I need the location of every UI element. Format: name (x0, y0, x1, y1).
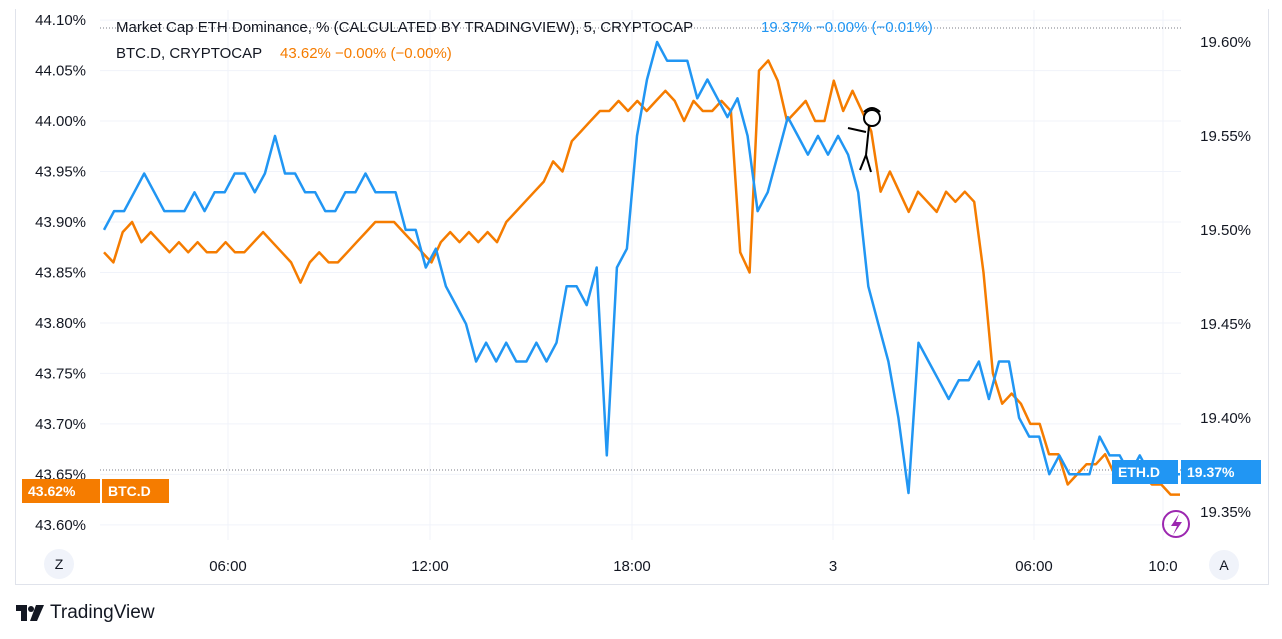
eth-price-badge: 19.37% (1181, 460, 1261, 484)
series-line-btc-d[interactable] (103, 59, 1180, 496)
btc-price-badge: 43.62% (22, 479, 100, 503)
series-layer (102, 40, 1180, 496)
left-tick-label: 44.00% (35, 113, 86, 130)
series-line-eth-d[interactable] (102, 40, 1180, 495)
brand-logo[interactable]: TradingView (16, 602, 155, 624)
btc-legend-name[interactable]: BTC.D, CRYPTOCAP (116, 45, 262, 62)
right-tick-label: 19.50% (1200, 222, 1251, 239)
time-tick-label: 06:00 (209, 558, 247, 575)
btc-legend-values: 43.62% −0.00% (−0.00%) (280, 45, 452, 62)
left-price-axis[interactable]: 44.10% 44.05% 44.00% 43.95% 43.90% 43.85% 43.8… (35, 12, 86, 534)
left-tick-label: 43.80% (35, 315, 86, 332)
left-tick-label: 43.85% (35, 264, 86, 281)
left-tick-label: 43.60% (35, 517, 86, 534)
left-tick-label: 43.90% (35, 214, 86, 231)
left-tick-label: 44.10% (35, 12, 86, 29)
left-scale-button[interactable]: Z (44, 549, 74, 579)
auto-scale-button[interactable]: A (1209, 550, 1239, 580)
right-tick-label: 19.55% (1200, 128, 1251, 145)
eth-legend-values: 19.37% −0.00% (−0.01%) (761, 19, 933, 36)
left-tick-label: 43.95% (35, 164, 86, 181)
right-tick-label: 19.40% (1200, 410, 1251, 427)
time-tick-label: 12:00 (411, 558, 449, 575)
right-tick-label: 19.35% (1200, 504, 1251, 521)
btc-symbol-badge: BTC.D (102, 479, 169, 503)
time-tick-label: 3 (829, 558, 837, 575)
doodle-figure-icon (847, 107, 881, 173)
left-tick-label: 43.70% (35, 416, 86, 433)
right-tick-label: 19.60% (1200, 34, 1251, 51)
eth-symbol-badge: ETH.D (1112, 460, 1178, 484)
left-tick-label: 43.75% (35, 365, 86, 382)
left-tick-label: 44.05% (35, 63, 86, 80)
right-tick-label: 19.45% (1200, 316, 1251, 333)
time-axis[interactable]: 06:00 12:00 18:00 3 06:00 10:0 (209, 558, 1177, 575)
lightning-icon[interactable] (1162, 510, 1190, 538)
time-tick-label: 18:00 (613, 558, 651, 575)
right-price-axis[interactable]: 19.60% 19.55% 19.50% 19.45% 19.40% 19.35% (1200, 34, 1251, 521)
eth-legend-name[interactable]: Market Cap ETH Dominance, % (CALCULATED … (116, 19, 693, 36)
time-tick-label: 06:00 (1015, 558, 1053, 575)
time-tick-label: 10:0 (1148, 558, 1177, 575)
chart-frame (15, 9, 1269, 585)
brand-name: TradingView (50, 602, 155, 623)
grid (100, 10, 1181, 540)
tradingview-logo-icon (16, 605, 44, 621)
